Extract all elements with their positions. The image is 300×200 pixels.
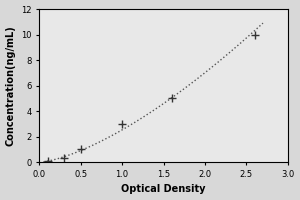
Point [45,159,50,163]
X-axis label: Optical Density: Optical Density [121,184,206,194]
Point [78,148,83,151]
Point [62,157,67,160]
Point [252,33,257,36]
Point [169,97,174,100]
Y-axis label: Concentration(ng/mL): Concentration(ng/mL) [6,25,16,146]
Point [120,122,124,126]
